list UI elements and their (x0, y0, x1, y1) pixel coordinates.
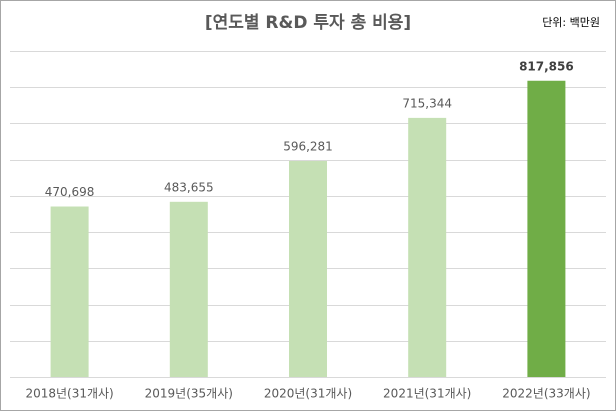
bar (527, 80, 566, 377)
value-label: 817,856 (519, 59, 574, 73)
x-tick-label: 2021년(31개사) (383, 387, 471, 401)
unit-note: 단위: 백만원 (542, 16, 600, 29)
x-tick-label: 2022년(33개사) (502, 387, 590, 401)
bar (289, 161, 327, 377)
value-label: 470,698 (45, 185, 95, 199)
x-tick-label: 2019년(35개사) (145, 387, 233, 401)
bar (408, 117, 447, 377)
x-tick-label: 2020년(31개사) (264, 387, 352, 401)
chart-title: [연도별 R&D 투자 총 비용] (205, 13, 411, 33)
bar (50, 206, 89, 377)
value-label: 483,655 (164, 180, 214, 194)
bar (169, 201, 208, 377)
value-label: 715,344 (402, 96, 452, 110)
value-label: 596,281 (283, 140, 333, 154)
x-tick-label: 2018년(31개사) (25, 387, 113, 401)
